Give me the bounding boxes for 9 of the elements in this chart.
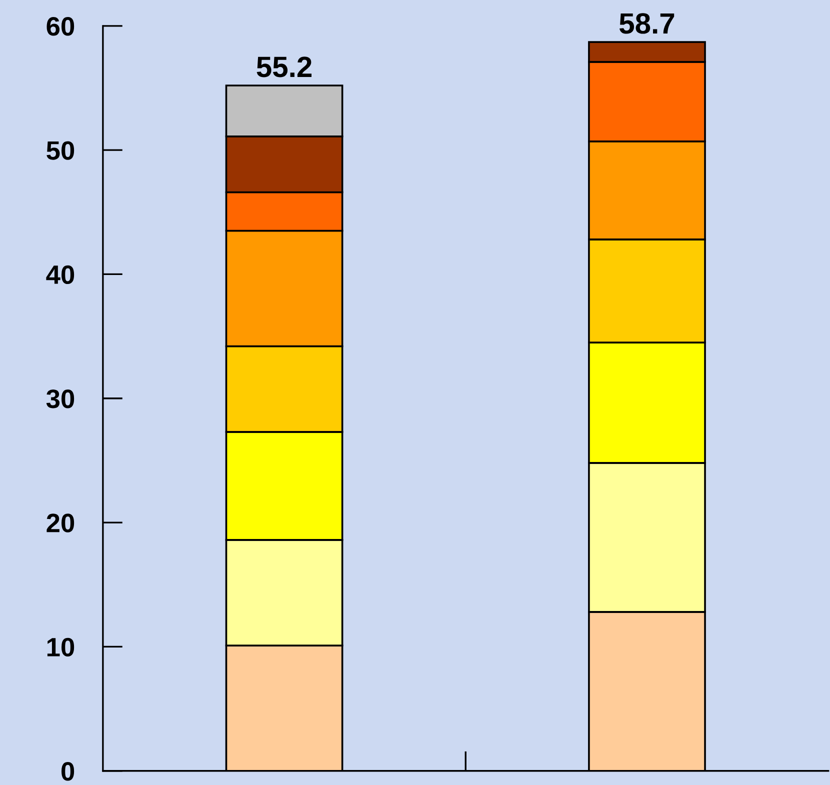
y-tick-label: 60 <box>46 17 74 36</box>
total-label: 58.7 <box>620 13 674 34</box>
y-tick-label: 20 <box>46 514 74 532</box>
y-tick-label: 10 <box>47 638 74 657</box>
total-label: 55.2 <box>256 56 312 78</box>
y-tick-label: 40 <box>46 265 74 284</box>
y-tick-label: 0 <box>62 762 74 781</box>
y-tick-label: 30 <box>46 390 74 408</box>
y-tick-label: 50 <box>46 141 74 160</box>
